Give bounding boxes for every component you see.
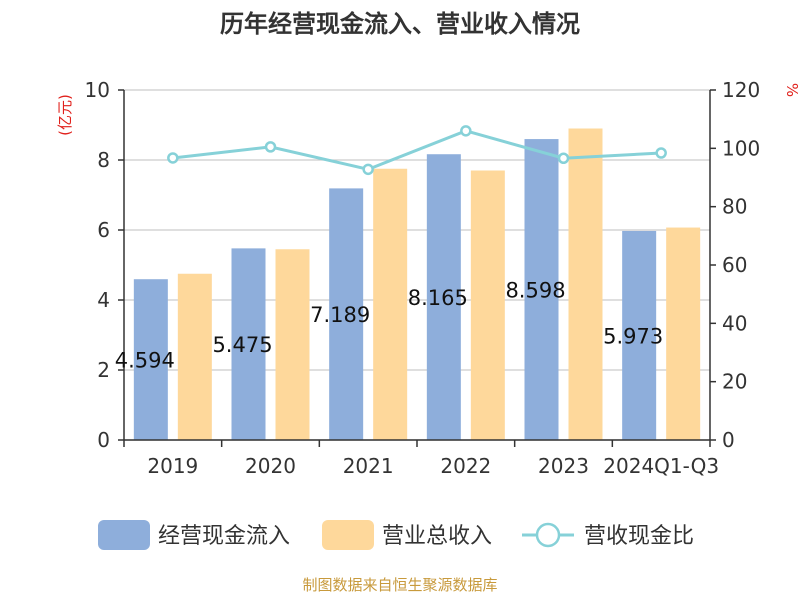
left-axis-unit: (亿元) <box>56 94 74 136</box>
right-tick-label: 100 <box>722 136 760 160</box>
bar-revenue <box>470 170 505 440</box>
ratio-point <box>167 152 179 164</box>
left-tick-label: 6 <box>97 218 110 242</box>
ratio-point <box>264 141 277 153</box>
data-label-cash-inflow: 8.165 <box>408 286 468 310</box>
left-tick-label: 10 <box>85 78 110 102</box>
legend-label-cash-inflow: 经营现金流入 <box>158 524 290 549</box>
x-axis: 2019 2020 2021 2022 2023 2024Q1-Q3 <box>123 439 719 478</box>
right-axis-unit: % <box>783 83 800 97</box>
ratio-line-path <box>172 129 662 171</box>
x-tick-label: 2020 <box>245 454 296 478</box>
right-tick-label: 120 <box>722 78 760 102</box>
data-labels: 4.594 5.475 7.189 8.165 8.598 5.973 <box>115 279 663 373</box>
data-label-cash-inflow: 7.189 <box>310 303 370 327</box>
ratio-line <box>167 125 667 176</box>
right-tick-label: 20 <box>722 370 747 394</box>
bar-cash-inflow <box>133 279 168 440</box>
ratio-point <box>460 125 472 137</box>
legend-label-ratio: 营收现金比 <box>584 524 694 549</box>
right-tick-label: 80 <box>722 195 747 219</box>
right-tick-label: 0 <box>722 428 735 452</box>
data-label-cash-inflow: 5.475 <box>212 333 272 357</box>
ratio-point <box>362 163 374 176</box>
bar-cash-inflow <box>329 188 364 440</box>
bar-revenue <box>177 273 212 440</box>
right-axis: 0 20 40 60 80 100 120 <box>709 78 760 452</box>
legend-label-revenue: 营业总收入 <box>382 524 492 549</box>
legend-swatch-revenue <box>322 520 374 550</box>
bars <box>133 128 701 440</box>
x-tick-label: 2022 <box>440 454 491 478</box>
x-tick-label: 2023 <box>538 454 589 478</box>
ratio-point <box>655 147 667 159</box>
right-tick-label: 60 <box>722 253 747 277</box>
bar-revenue <box>373 168 408 440</box>
bar-revenue <box>666 227 701 440</box>
left-tick-label: 2 <box>97 358 110 382</box>
gridlines <box>124 89 710 441</box>
x-tick-label: 2024Q1-Q3 <box>603 454 719 478</box>
bar-revenue <box>568 128 603 440</box>
source-note: 制图数据来自恒生聚源数据库 <box>302 576 497 594</box>
ratio-point <box>557 152 570 164</box>
bar-cash-inflow <box>524 139 559 440</box>
left-axis: 0 2 4 6 8 10 <box>85 78 125 452</box>
x-tick-label: 2019 <box>147 454 198 478</box>
bar-cash-inflow <box>426 154 461 440</box>
data-label-cash-inflow: 4.594 <box>115 349 175 373</box>
data-label-cash-inflow: 5.973 <box>603 324 663 348</box>
legend-swatch-ratio-marker <box>535 522 561 548</box>
right-tick-label: 40 <box>722 311 747 335</box>
left-tick-label: 4 <box>97 288 110 312</box>
bar-cash-inflow <box>622 230 657 440</box>
x-tick-label: 2021 <box>343 454 394 478</box>
bar-cash-inflow <box>231 248 266 440</box>
left-tick-label: 0 <box>97 428 110 452</box>
legend: 经营现金流入 营业总收入 营收现金比 <box>98 520 694 550</box>
bar-revenue <box>275 249 310 440</box>
data-label-cash-inflow: 8.598 <box>505 279 565 303</box>
left-tick-label: 8 <box>97 148 110 172</box>
legend-swatch-cash-inflow <box>98 520 150 550</box>
chart-title: 历年经营现金流入、营业收入情况 <box>220 10 580 38</box>
